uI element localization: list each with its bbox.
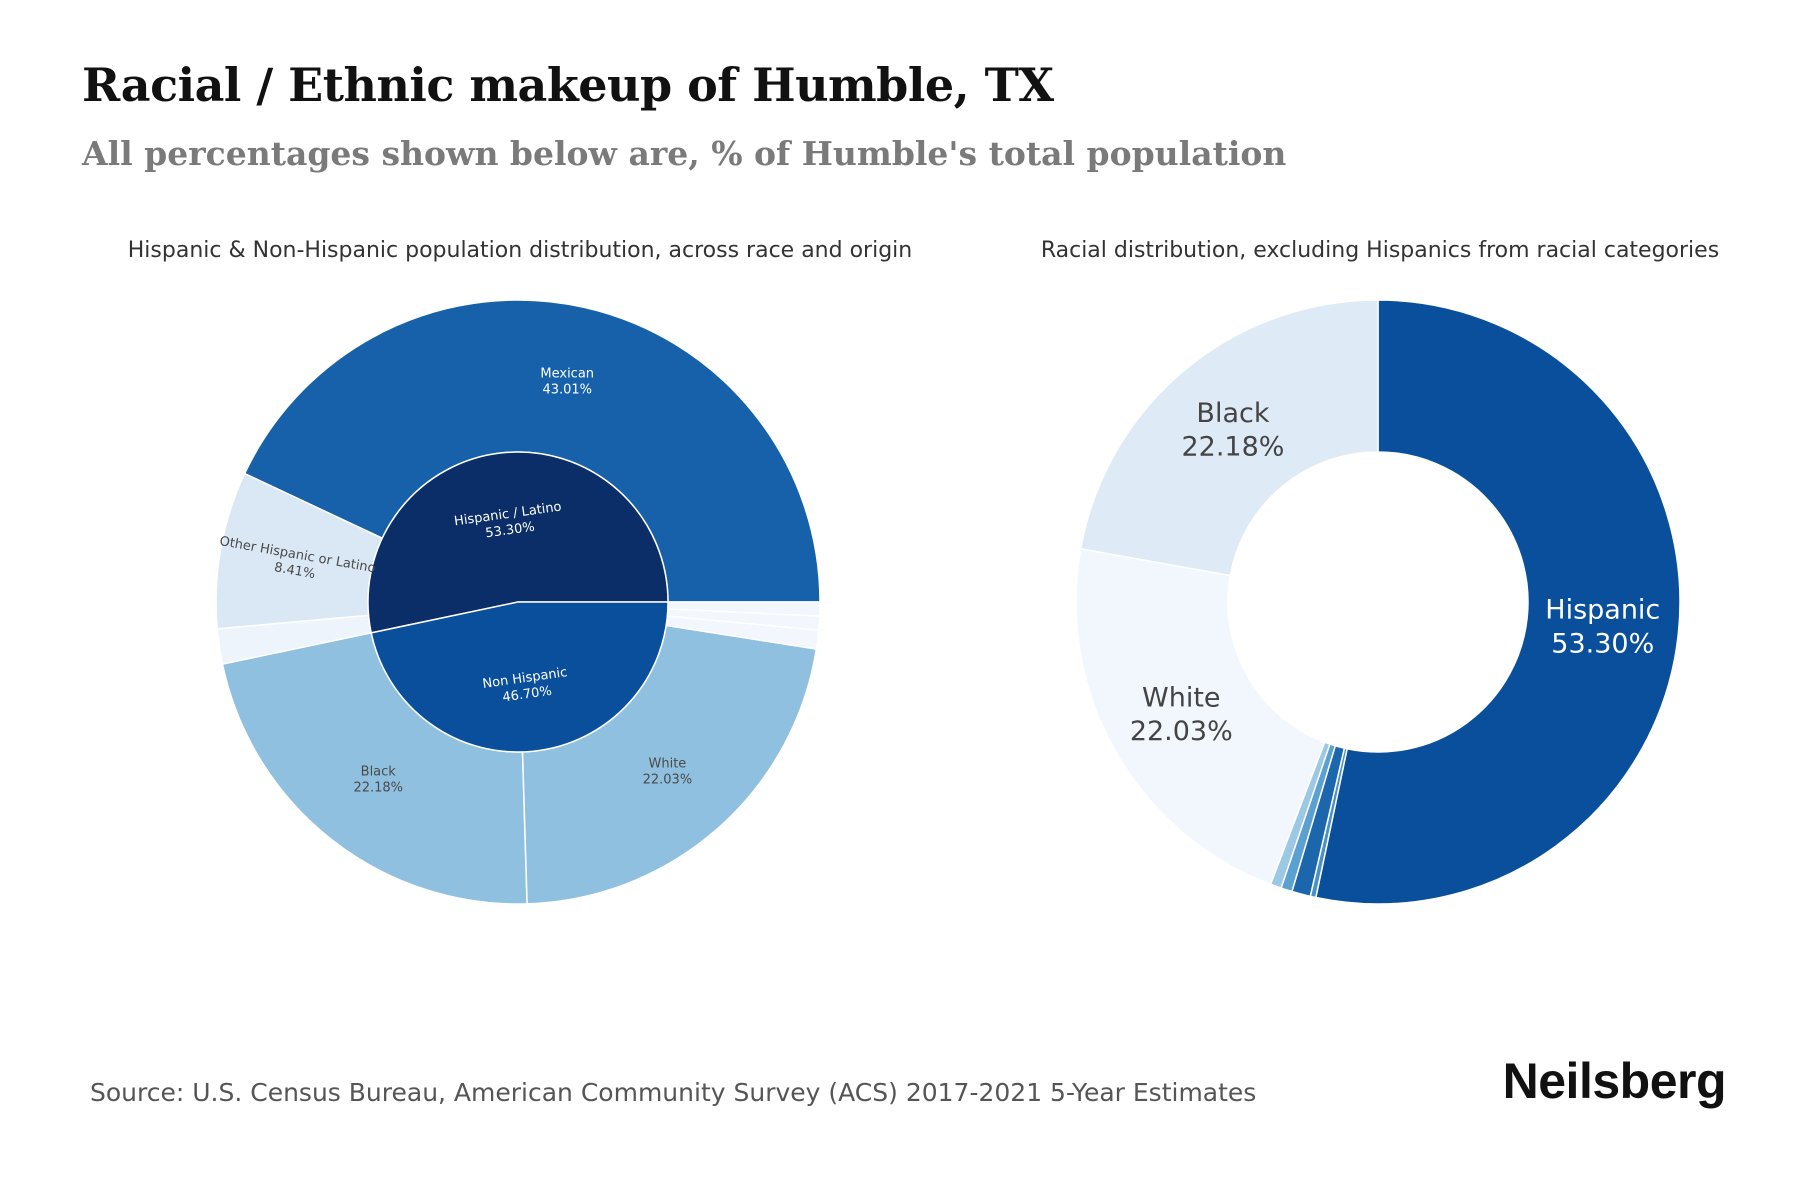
outer-label-white-value: 22.03% <box>643 773 693 788</box>
donut-label-hispanic-value: 53.30% <box>1551 628 1654 659</box>
inner-slice-non-hispanic <box>370 601 669 753</box>
donut-label-black: Black 22.18% <box>1181 398 1284 463</box>
donut-label-hispanic-name: Hispanic <box>1545 595 1660 626</box>
inner-slice-hispanic-latino <box>367 451 669 634</box>
outer-label-black-value: 22.18% <box>353 781 403 796</box>
brand-logo: Neilsberg <box>1502 1053 1727 1109</box>
left-chart-title: Hispanic & Non-Hispanic population distr… <box>127 238 913 263</box>
donut-slice-white <box>1075 547 1326 886</box>
outer-label-mexican: Mexican 43.01% <box>540 366 594 397</box>
outer-label-mexican-name: Mexican <box>540 366 594 381</box>
inner-label-non-hispanic-value: 46.70% <box>502 684 553 706</box>
inner-label-hispanic-latino-value: 53.30% <box>485 520 536 542</box>
donut-label-white: White 22.03% <box>1130 682 1233 747</box>
donut-chart: Hispanic 53.30% White 22.03% Black 22.18% <box>1075 299 1681 905</box>
source-note: Source: U.S. Census Bureau, American Com… <box>90 1078 1257 1107</box>
donut-slice-black <box>1079 299 1379 577</box>
donut-label-white-value: 22.03% <box>1130 716 1233 747</box>
right-chart-title: Racial distribution, excluding Hispanics… <box>1040 238 1720 263</box>
page-subtitle: All percentages shown below are, % of Hu… <box>82 134 1287 173</box>
outer-label-black: Black 22.18% <box>353 764 403 795</box>
donut-label-black-name: Black <box>1196 398 1269 429</box>
outer-label-other-hispanic-or-latino-value: 8.41% <box>273 560 316 582</box>
donut-slice-hispanic <box>1314 299 1681 905</box>
page-title: Racial / Ethnic makeup of Humble, TX <box>82 58 1054 112</box>
outer-label-mexican-value: 43.01% <box>542 383 592 398</box>
donut-label-hispanic: Hispanic 53.30% <box>1545 595 1660 660</box>
sunburst-chart: Hispanic / Latino53.30%Non Hispanic46.70… <box>215 299 821 905</box>
donut-label-black-value: 22.18% <box>1181 432 1284 463</box>
outer-label-white: White 22.03% <box>643 756 693 787</box>
outer-label-black-name: Black <box>361 764 397 779</box>
donut-label-white-name: White <box>1142 682 1221 713</box>
outer-label-white-name: White <box>648 756 686 771</box>
